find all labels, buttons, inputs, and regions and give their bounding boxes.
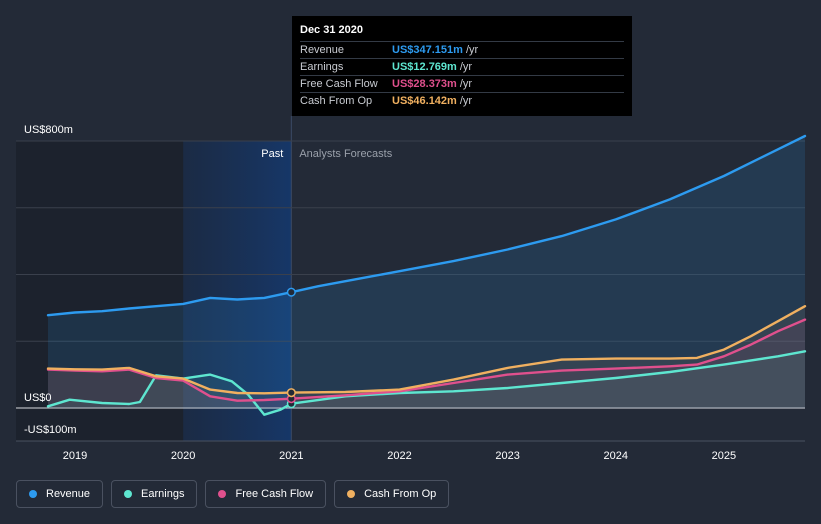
- tooltip-label: Revenue: [300, 44, 345, 56]
- series-line-free-cash-flow: [46, 318, 807, 402]
- y-label-top: US$800m: [24, 124, 73, 136]
- x-tick-label: 2021: [279, 450, 303, 462]
- y-label-bottom: -US$100m: [24, 424, 77, 436]
- x-tick-label: 2023: [495, 450, 519, 462]
- series-line-cash-from-op: [46, 305, 807, 395]
- tooltip-unit: /yr: [459, 61, 473, 73]
- legend-dot-icon: [29, 490, 37, 498]
- past-label: Past: [261, 148, 283, 160]
- tooltip-value: US$46.142m: [392, 95, 457, 107]
- legend-dot-icon: [347, 490, 356, 498]
- x-tick-label: 2020: [171, 450, 195, 462]
- tooltip-value: US$28.373m: [392, 78, 457, 90]
- tooltip-label: Cash From Op: [300, 95, 373, 107]
- legend-item-free-cash-flow[interactable]: Free Cash Flow: [205, 480, 327, 508]
- series-line-earnings: [46, 350, 807, 416]
- legend-label: Earnings: [141, 488, 185, 500]
- legend-label: Free Cash Flow: [235, 488, 314, 500]
- tooltip-unit: /yr: [459, 78, 473, 90]
- data-tooltip: Dec 31 2020 Revenue US$347.151m /yr Earn…: [292, 16, 632, 116]
- tooltip-row-revenue: Revenue US$347.151m /yr: [300, 41, 624, 58]
- legend-dot-icon: [218, 490, 227, 498]
- legend-label: Revenue: [46, 488, 91, 500]
- legend-item-revenue[interactable]: Revenue: [16, 480, 104, 508]
- legend-dot-icon: [124, 490, 133, 498]
- x-tick-label: 2024: [604, 450, 628, 462]
- tooltip-unit: /yr: [465, 44, 479, 56]
- legend-label: Cash From Op: [364, 488, 437, 500]
- tooltip-row-earnings: Earnings US$12.769m /yr: [300, 58, 624, 75]
- legend-item-earnings[interactable]: Earnings: [111, 480, 198, 508]
- tooltip-row-free-cash-flow: Free Cash Flow US$28.373m /yr: [300, 75, 624, 92]
- legend-item-cash-from-op[interactable]: Cash From Op: [334, 480, 450, 508]
- marker-point: [286, 388, 296, 398]
- tooltip-date: Dec 31 2020: [300, 24, 363, 36]
- series-area-earnings: [48, 351, 805, 415]
- tooltip-label: Earnings: [300, 61, 344, 73]
- series-area-cash-from-op: [48, 306, 805, 408]
- series-line-revenue: [46, 134, 807, 317]
- marker-point: [286, 287, 296, 297]
- tooltip-value: US$12.769m: [392, 61, 457, 73]
- tooltip-row-cash-from-op: Cash From Op US$46.142m /yr: [300, 92, 624, 109]
- tooltip-label: Free Cash Flow: [300, 78, 378, 90]
- x-tick-label: 2019: [63, 450, 87, 462]
- series-area-free-cash-flow: [48, 319, 805, 408]
- forecast-label: Analysts Forecasts: [299, 148, 392, 160]
- series-area-revenue: [48, 136, 805, 408]
- tooltip-unit: /yr: [459, 95, 473, 107]
- x-tick-label: 2022: [387, 450, 411, 462]
- y-label-zero: US$0: [24, 392, 52, 404]
- x-tick-label: 2025: [712, 450, 736, 462]
- chart-legend: Revenue Earnings Free Cash Flow Cash Fro…: [16, 480, 450, 508]
- tooltip-value: US$347.151m: [392, 44, 463, 56]
